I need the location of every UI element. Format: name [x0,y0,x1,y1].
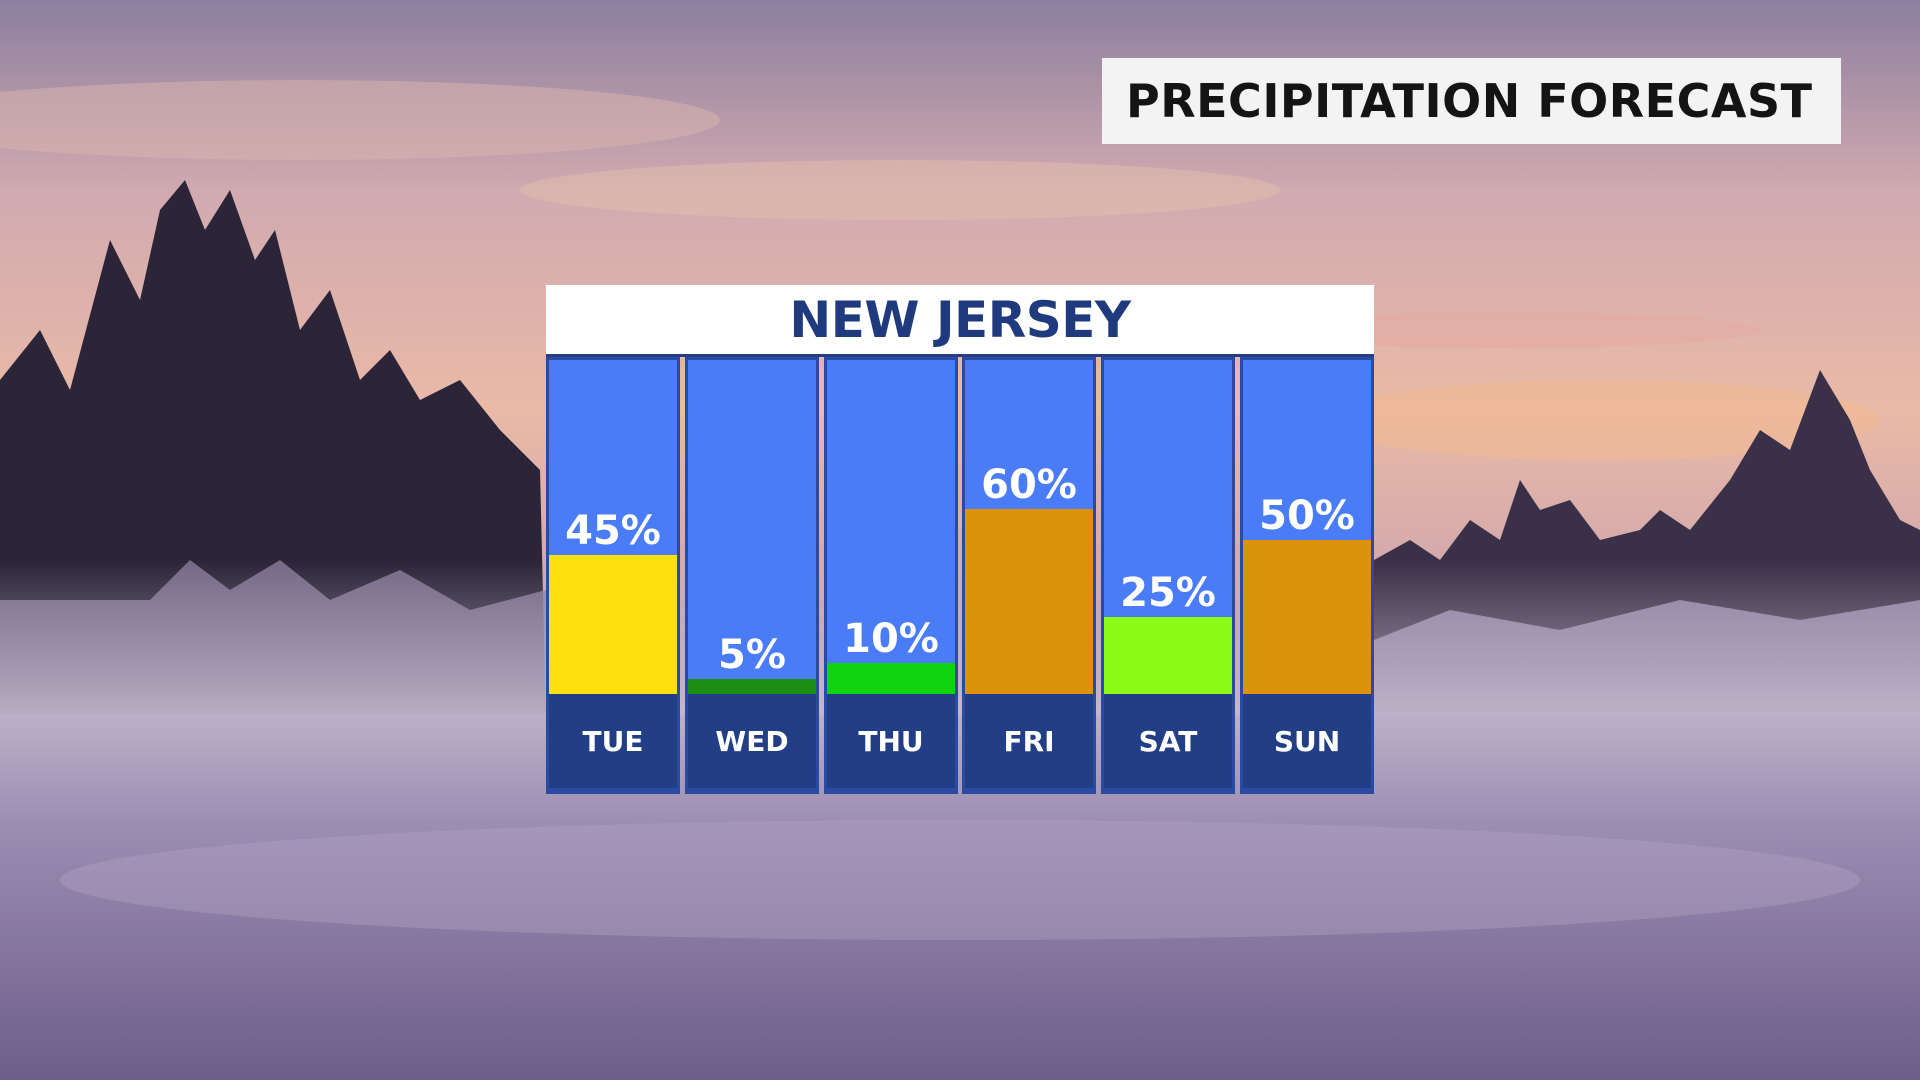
day-label-sat: SAT [1104,694,1232,788]
day-label-sun: SUN [1243,694,1371,788]
bar-sun [1243,540,1371,694]
value-label-sat: 25% [1120,570,1216,616]
bar-wed [688,679,816,694]
day-label-fri: FRI [965,694,1093,788]
value-label-wed: 5% [718,632,786,678]
value-label-fri: 60% [981,462,1077,508]
bar-plot-area: 50% [1243,360,1371,694]
bar-column-sat: 25% SAT [1101,357,1235,794]
bar-plot-area: 10% [827,360,955,694]
bar-column-fri: 60% FRI [962,357,1096,794]
value-label-sun: 50% [1259,493,1355,539]
chart-title: NEW JERSEY [789,290,1131,349]
title-banner: PRECIPITATION FORECAST [1102,58,1841,144]
bar-sat [1104,617,1232,694]
bar-column-wed: 5% WED [685,357,819,794]
bar-plot-area: 5% [688,360,816,694]
bar-column-sun: 50% SUN [1240,357,1374,794]
day-label-wed: WED [688,694,816,788]
page-title: PRECIPITATION FORECAST [1126,74,1813,128]
region-header: NEW JERSEY [546,285,1374,357]
bar-tue [549,555,677,694]
bar-plot-area: 45% [549,360,677,694]
value-label-thu: 10% [843,616,939,662]
bar-column-tue: 45% TUE [546,357,680,794]
precipitation-chart: NEW JERSEY 45% TUE 5% WED 10% THU 60% FRI 25% SAT… [546,285,1374,794]
day-label-thu: THU [827,694,955,788]
bar-fri [965,509,1093,694]
day-label-tue: TUE [549,694,677,788]
bar-column-thu: 10% THU [824,357,958,794]
bar-area: 45% TUE 5% WED 10% THU 60% FRI 25% SAT 50% SUN [546,357,1374,794]
bar-thu [827,663,955,694]
value-label-tue: 45% [565,508,661,554]
bar-plot-area: 25% [1104,360,1232,694]
bar-plot-area: 60% [965,360,1093,694]
